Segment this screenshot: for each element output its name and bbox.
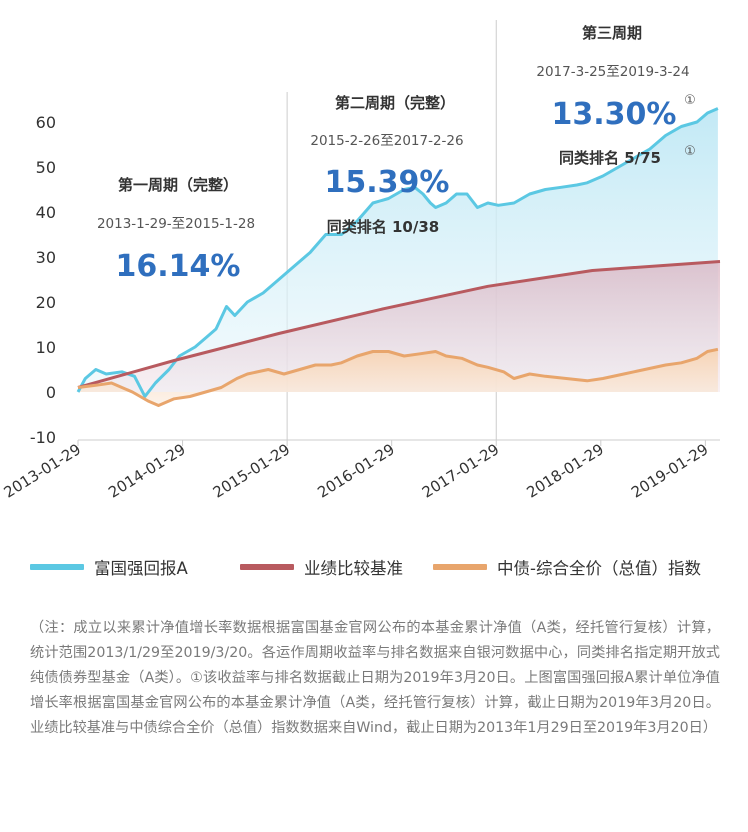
area-bond-index [78,349,718,406]
y-tick-label: 40 [36,203,56,222]
period-3-rank: 同类排名 5/75 [559,149,661,167]
y-tick-label: 50 [36,158,56,177]
legend-label-benchmark: 业绩比较基准 [304,559,403,578]
legend-label-bond-index: 中债-综合全价（总值）指数 [497,559,701,578]
y-tick-label: 60 [36,113,56,132]
x-tick-label: 2017-01-29 [419,440,502,501]
legend-item-benchmark: 业绩比较基准 [240,552,403,582]
period-1-dates: 2013-1-29-至2015-1-28 [97,216,255,232]
x-tick-label: 2015-01-29 [210,440,293,501]
x-tick-label: 2016-01-29 [314,440,397,501]
series-line-bond-index [77,347,719,407]
period-3-dates: 2017-3-25至2019-3-24 [536,64,689,80]
series-line-fund [76,107,719,398]
legend-swatch-bond-index [433,564,487,570]
legend-label-fund: 富国强回报A [94,559,188,578]
y-tick-label: 30 [36,248,56,267]
y-tick-label: 20 [36,293,56,312]
period-3-rank-mark: ① [684,144,696,159]
x-axis: 2013-01-29 2014-01-29 2015-01-29 2016-01-29… [1,439,720,502]
period-2-return: 15.39% [325,165,450,200]
chart-legend: 富国强回报A 业绩比较基准 中债-综合全价（总值）指数 [0,552,748,582]
x-tick-label: 2019-01-29 [628,440,711,501]
period-3-title: 第三周期 [582,24,642,42]
period-3-return-mark: ① [684,93,696,108]
legend-item-fund: 富国强回报A [30,552,188,582]
y-tick-label: -10 [30,428,56,447]
y-tick-label: 0 [46,383,56,402]
x-tick-label: 2018-01-29 [523,440,606,501]
legend-swatch-fund [30,564,84,570]
footnote-text: （注：成立以来累计净值增长率数据根据富国基金官网公布的本基金累计净值（A类，经托… [30,620,720,736]
x-tick-label: 2014-01-29 [105,440,188,501]
legend-item-bond-index: 中债-综合全价（总值）指数 [433,552,701,582]
period-2-rank: 同类排名 10/38 [327,218,439,236]
period-2-title: 第二周期（完整） [335,94,455,112]
area-benchmark [78,261,720,392]
y-axis: 60 50 40 30 20 10 0 -10 [30,113,56,447]
x-tick-label: 2013-01-29 [1,440,84,501]
period-1-title: 第一周期（完整） [118,176,238,194]
period-2-dates: 2015-2-26至2017-2-26 [310,133,463,149]
period-1-return: 16.14% [116,249,241,284]
period-3-return: 13.30% [552,97,677,132]
legend-swatch-benchmark [240,564,294,570]
y-tick-label: 10 [36,338,56,357]
series-line-benchmark [77,260,721,389]
